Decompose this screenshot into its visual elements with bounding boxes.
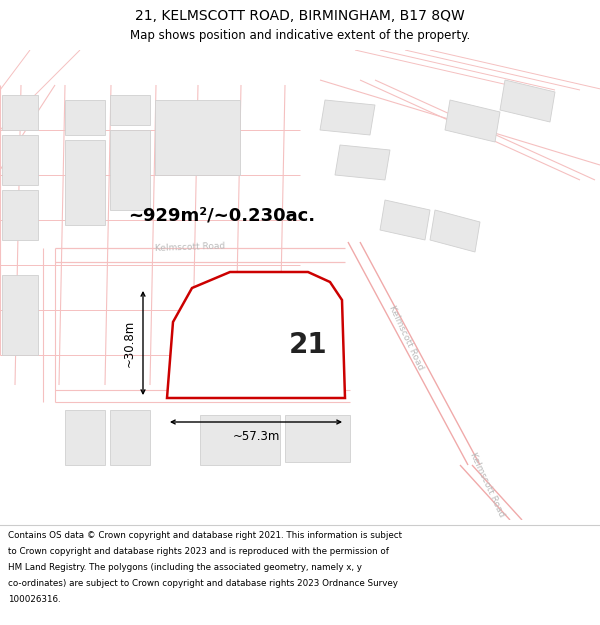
Polygon shape [2, 275, 38, 355]
Polygon shape [430, 210, 480, 252]
Polygon shape [155, 100, 240, 175]
Polygon shape [167, 272, 345, 398]
Text: ~929m²/~0.230ac.: ~929m²/~0.230ac. [128, 206, 316, 224]
Polygon shape [65, 410, 105, 465]
Polygon shape [110, 410, 150, 465]
Polygon shape [65, 100, 105, 135]
Polygon shape [110, 130, 150, 210]
Text: Contains OS data © Crown copyright and database right 2021. This information is : Contains OS data © Crown copyright and d… [8, 531, 402, 540]
Polygon shape [445, 100, 500, 142]
Polygon shape [2, 95, 38, 130]
Text: 100026316.: 100026316. [8, 595, 61, 604]
Polygon shape [320, 100, 375, 135]
Text: Kelmscott Road: Kelmscott Road [387, 304, 425, 372]
Text: co-ordinates) are subject to Crown copyright and database rights 2023 Ordnance S: co-ordinates) are subject to Crown copyr… [8, 579, 398, 588]
Polygon shape [335, 145, 390, 180]
Text: ~57.3m: ~57.3m [232, 429, 280, 442]
Polygon shape [200, 415, 280, 465]
Text: 21, KELMSCOTT ROAD, BIRMINGHAM, B17 8QW: 21, KELMSCOTT ROAD, BIRMINGHAM, B17 8QW [135, 9, 465, 23]
Text: Kelmscott Road: Kelmscott Road [155, 241, 225, 253]
Polygon shape [2, 190, 38, 240]
Polygon shape [65, 140, 105, 225]
Text: Map shows position and indicative extent of the property.: Map shows position and indicative extent… [130, 29, 470, 42]
Polygon shape [500, 80, 555, 122]
Polygon shape [2, 135, 38, 185]
Polygon shape [380, 200, 430, 240]
Text: ~30.8m: ~30.8m [122, 319, 136, 367]
Polygon shape [110, 95, 150, 125]
Text: to Crown copyright and database rights 2023 and is reproduced with the permissio: to Crown copyright and database rights 2… [8, 547, 389, 556]
Text: Kelmscott Road: Kelmscott Road [468, 451, 506, 519]
Polygon shape [285, 415, 350, 462]
Text: 21: 21 [289, 331, 328, 359]
Text: HM Land Registry. The polygons (including the associated geometry, namely x, y: HM Land Registry. The polygons (includin… [8, 563, 362, 572]
